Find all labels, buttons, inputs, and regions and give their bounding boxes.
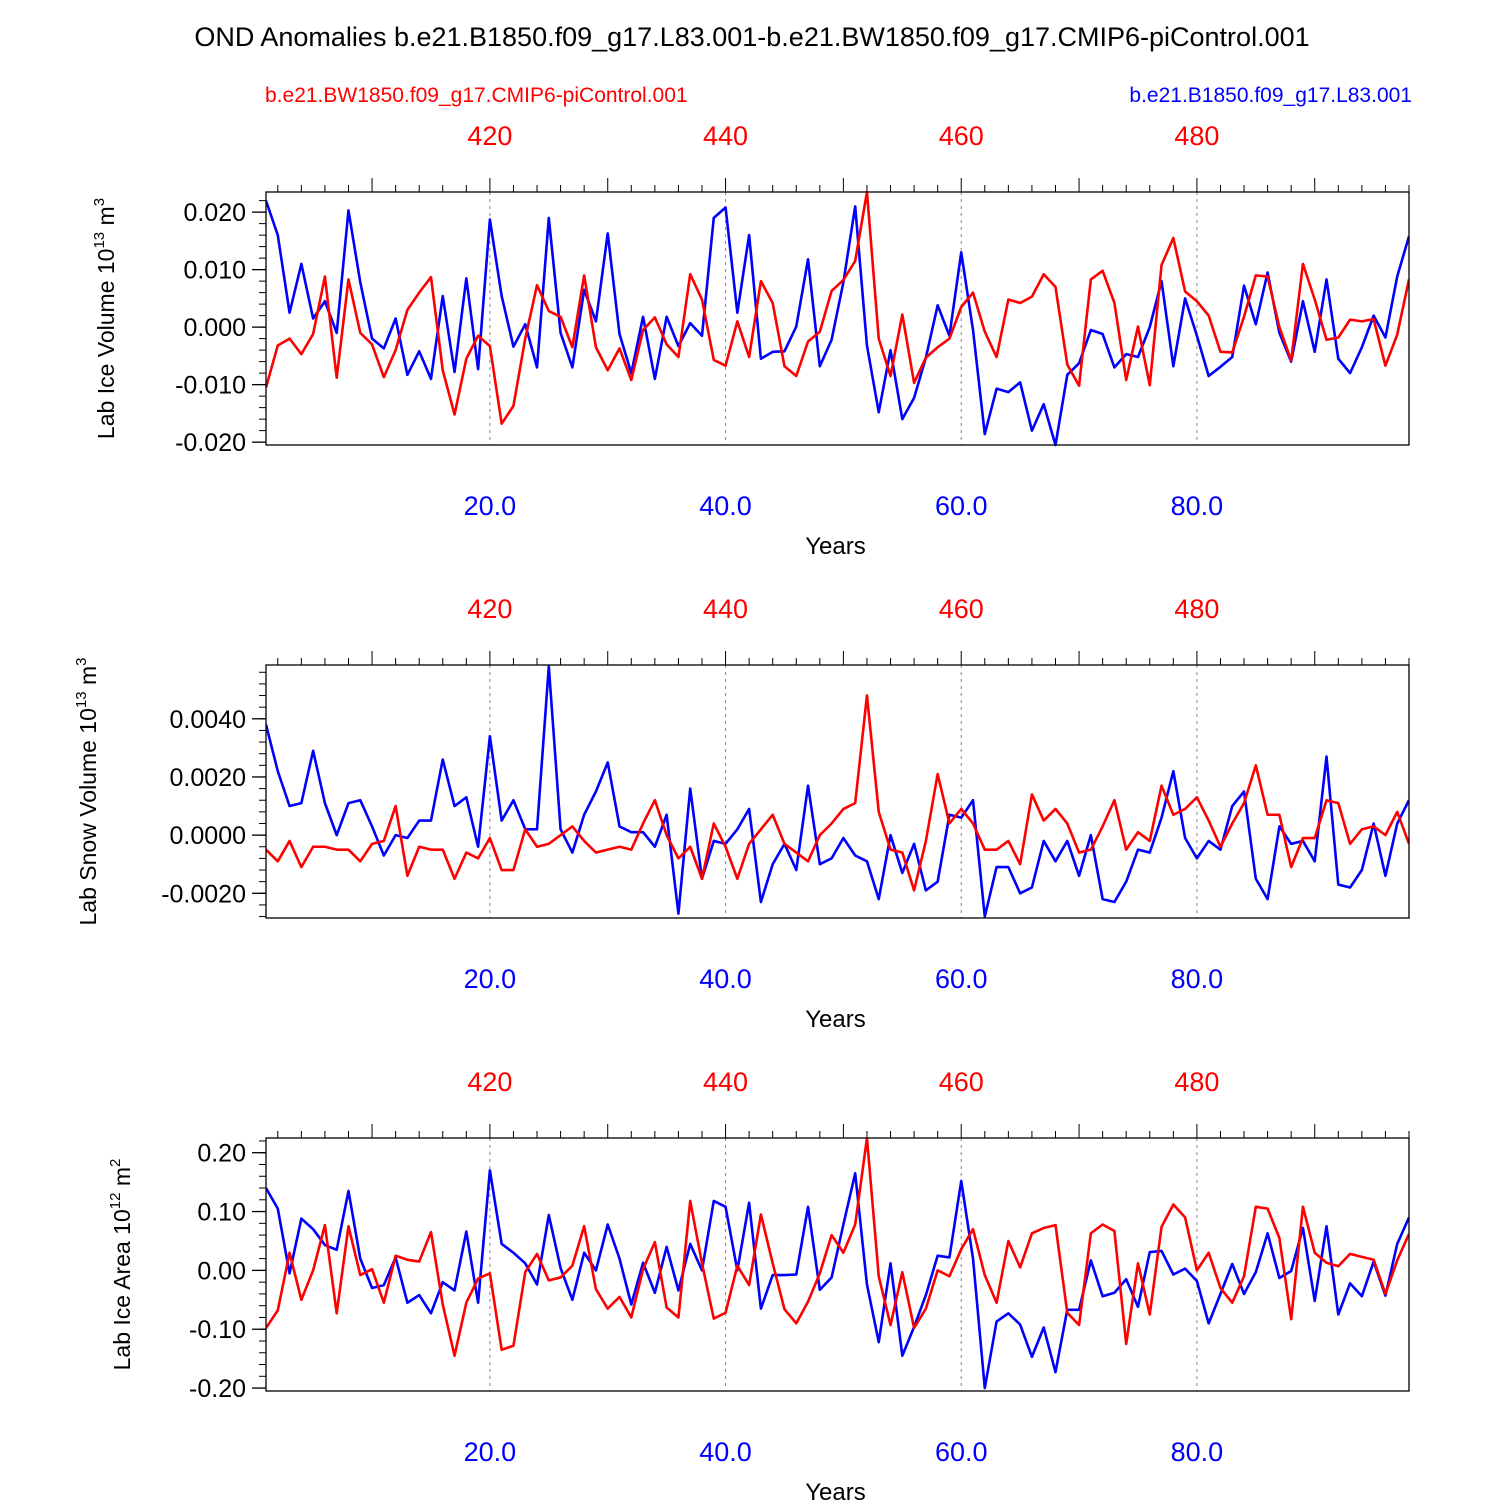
series-line-blue (266, 665, 1409, 918)
y-tick-label: -0.20 (189, 1375, 246, 1403)
plot-frame (265, 664, 1410, 919)
y-tick-label: 0.000 (183, 314, 246, 342)
x-bottom-tick-label: 20.0 (464, 964, 517, 994)
chart-panel-1: -0.020 -0.010 0.000 0.010 0.020 420 20.0 440 40.… (91, 121, 1410, 560)
x-top-tick-label: 480 (1174, 121, 1219, 151)
x-bottom-tick-label: 60.0 (935, 1437, 988, 1467)
x-bottom-tick-label: 60.0 (935, 964, 988, 994)
x-top-tick-label: 440 (703, 121, 748, 151)
x-top-tick-label: 420 (467, 121, 512, 151)
y-tick-label: 0.0040 (170, 706, 246, 734)
x-top-tick-label: 440 (703, 594, 748, 624)
y-tick-label: 0.0000 (170, 822, 246, 850)
series-line-red (266, 694, 1409, 892)
series-line-red (266, 1136, 1409, 1357)
y-tick-label: -0.0020 (161, 880, 246, 908)
x-top-tick-label: 420 (467, 594, 512, 624)
x-bottom-tick-label: 60.0 (935, 491, 988, 521)
x-bottom-tick-label: 40.0 (699, 1437, 752, 1467)
plot-frame (265, 1137, 1410, 1392)
y-axis-label: Lab Snow Volume 1013 m3 (73, 658, 101, 926)
x-top-tick-label: 480 (1174, 594, 1219, 624)
x-bottom-tick-label: 80.0 (1171, 964, 1224, 994)
y-tick-label: 0.020 (183, 199, 246, 227)
y-tick-label: -0.10 (189, 1316, 246, 1344)
x-top-tick-label: 440 (703, 1067, 748, 1097)
x-axis-label: Years (805, 1006, 866, 1033)
x-bottom-tick-label: 20.0 (464, 491, 517, 521)
chart-panel-2: -0.0020 0.0000 0.0020 0.0040 420 20.0 440 40.0 4… (73, 594, 1410, 1033)
plot-frame (265, 191, 1410, 446)
panels: -0.020 -0.010 0.000 0.010 0.020 420 20.0 440 40.… (73, 121, 1410, 1500)
legend-red-label: b.e21.BW1850.f09_g17.CMIP6-piControl.001 (265, 84, 688, 107)
x-bottom-tick-label: 40.0 (699, 491, 752, 521)
x-bottom-tick-label: 80.0 (1171, 1437, 1224, 1467)
x-top-tick-label: 460 (939, 121, 984, 151)
x-bottom-tick-label: 80.0 (1171, 491, 1224, 521)
series-line-red (266, 190, 1409, 426)
x-top-tick-label: 460 (939, 1067, 984, 1097)
figure-title: OND Anomalies b.e21.B1850.f09_g17.L83.00… (194, 22, 1309, 52)
x-axis-label: Years (805, 1479, 866, 1500)
y-tick-label: -0.020 (175, 429, 246, 457)
x-bottom-tick-label: 20.0 (464, 1437, 517, 1467)
chart-panel-3: -0.20 -0.10 0.00 0.10 0.20 420 20.0 440 40.0 460 6… (107, 1067, 1410, 1500)
y-tick-label: -0.010 (175, 372, 246, 400)
legend-blue-label: b.e21.B1850.f09_g17.L83.001 (1129, 84, 1412, 107)
x-bottom-tick-label: 40.0 (699, 964, 752, 994)
y-tick-label: 0.20 (197, 1140, 246, 1168)
y-tick-label: 0.10 (197, 1199, 246, 1227)
series-line-blue (266, 200, 1409, 447)
series-line-blue (266, 1169, 1409, 1390)
x-top-tick-label: 460 (939, 594, 984, 624)
y-axis-label: Lab Ice Volume 1013 m3 (91, 198, 119, 439)
x-top-tick-label: 480 (1174, 1067, 1219, 1097)
y-tick-label: 0.0020 (170, 764, 246, 792)
y-tick-label: 0.00 (197, 1257, 246, 1285)
x-top-tick-label: 420 (467, 1067, 512, 1097)
y-tick-label: 0.010 (183, 257, 246, 285)
y-axis-label: Lab Ice Area 1012 m2 (107, 1159, 135, 1371)
x-axis-label: Years (805, 533, 866, 560)
